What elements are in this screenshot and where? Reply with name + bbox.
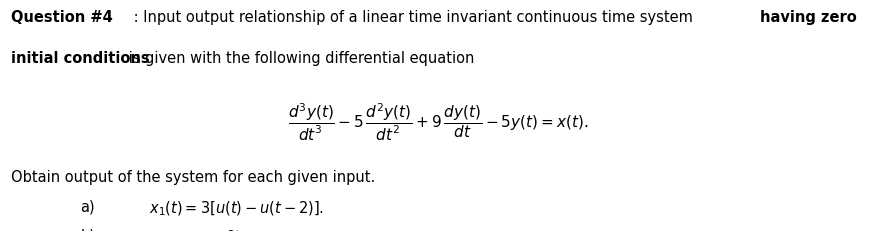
Text: b): b): [81, 229, 95, 231]
Text: initial conditions: initial conditions: [11, 51, 149, 66]
Text: a): a): [81, 200, 95, 215]
Text: is given with the following differential equation: is given with the following differential…: [124, 51, 475, 66]
Text: Question #4: Question #4: [11, 10, 112, 25]
Text: Obtain output of the system for each given input.: Obtain output of the system for each giv…: [11, 170, 375, 185]
Text: $x_1(t) = 3[u(t) - u(t-2)].$: $x_1(t) = 3[u(t) - u(t-2)].$: [149, 200, 324, 218]
Text: $\dfrac{d^3y(t)}{dt^3} - 5\,\dfrac{d^2y(t)}{dt^2} + 9\,\dfrac{dy(t)}{dt} - 5y(t): $\dfrac{d^3y(t)}{dt^3} - 5\,\dfrac{d^2y(…: [288, 102, 588, 143]
Text: having zero: having zero: [760, 10, 857, 25]
Text: $x_2(t) = 2e^{-3t}u(t).$: $x_2(t) = 2e^{-3t}u(t).$: [149, 229, 270, 231]
Text: : Input output relationship of a linear time invariant continuous time system: : Input output relationship of a linear …: [92, 10, 697, 25]
